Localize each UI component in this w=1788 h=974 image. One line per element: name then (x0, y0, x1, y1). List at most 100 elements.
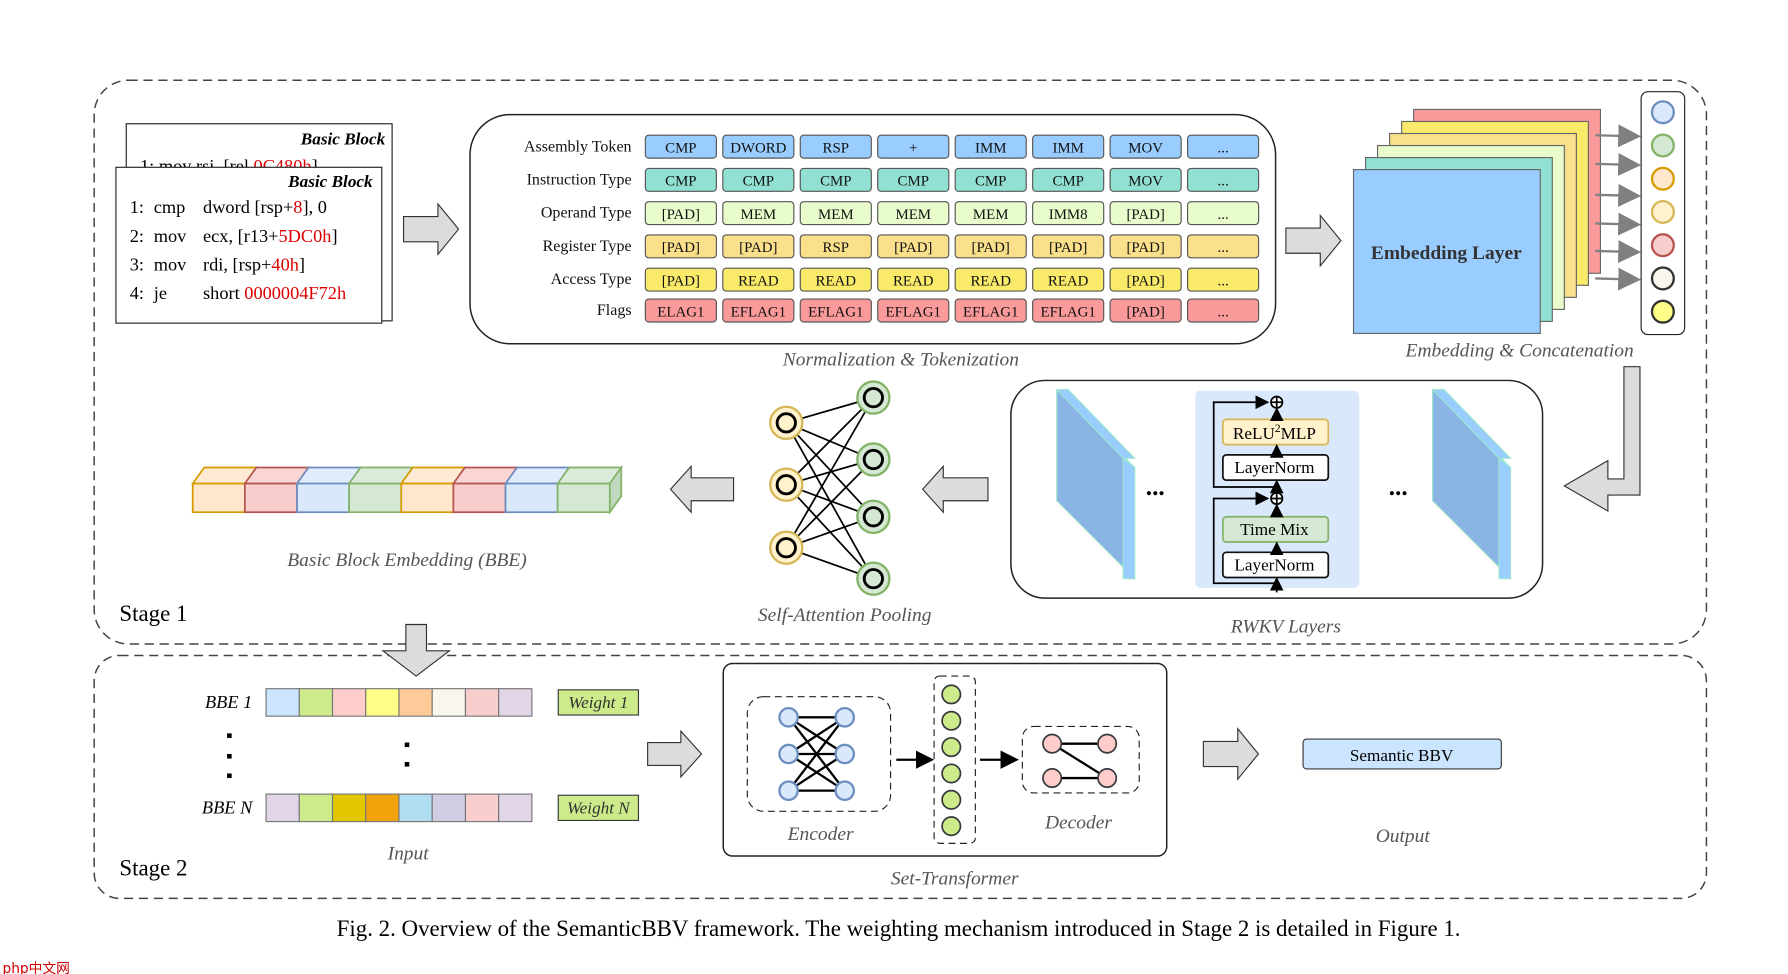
latent-node-icon (941, 684, 962, 705)
stage2-label: Stage 2 (119, 855, 187, 880)
latent-node-icon (941, 710, 962, 731)
encoder-node-icon (834, 707, 856, 728)
bbe-element (498, 793, 533, 823)
token-text: [PAD] (662, 240, 700, 256)
encoder-frame (746, 696, 892, 812)
token-text: + (909, 140, 917, 156)
bbe-cube (452, 482, 507, 514)
connection (785, 422, 875, 518)
bbe-cube (191, 482, 246, 514)
opcode: mov (154, 254, 187, 274)
bbe-element (398, 688, 433, 717)
vector-element-icon (1650, 266, 1675, 291)
decoder-caption: Decoder (1044, 812, 1112, 833)
token-cell (722, 134, 795, 159)
operand-part: ], 0 (302, 197, 326, 217)
token-cell (722, 201, 795, 226)
token-text: RSP (823, 240, 849, 256)
encoder-node-icon (778, 707, 799, 728)
token-text: CMP (665, 140, 696, 156)
token-text: CMP (820, 174, 851, 190)
bbe-cube (504, 482, 559, 514)
bbe-element (464, 688, 500, 717)
token-text: EFLAG1 (886, 304, 941, 320)
vector-element-icon (1650, 299, 1675, 324)
token-text: [PAD] (972, 240, 1010, 256)
operand-part: ] (331, 226, 337, 246)
operands: ecx, [r13+5DC0h] (203, 226, 338, 246)
operands: short 0000004F72h (203, 283, 346, 303)
operand-part: 40h (271, 254, 299, 274)
decoder-node-icon (1042, 733, 1063, 754)
tokenization-caption: Normalization & Tokenization (782, 350, 1019, 371)
token-cell (1032, 234, 1105, 259)
embedding-caption: Embedding & Concatenation (1405, 340, 1634, 361)
decoder-node-icon (1042, 768, 1063, 789)
bbe-cube-side (608, 464, 623, 515)
mlp-text: ReLU (1233, 424, 1276, 443)
set-transformer-caption: Set-Transformer (891, 869, 1019, 890)
token-text: ... (1218, 240, 1229, 256)
token-cell (877, 134, 950, 159)
token-cell (954, 167, 1027, 192)
input-node-icon (769, 467, 804, 502)
flow-arrow-icon (669, 464, 735, 514)
operand-part: 0000004F72h (244, 283, 346, 303)
svg-text:Basic Block: Basic Block (287, 172, 373, 191)
token-cell (799, 167, 872, 192)
token-text: READ (893, 273, 934, 289)
token-text: CMP (1052, 174, 1083, 190)
residual-arrow-icon (1212, 395, 1277, 488)
row-label: Instruction Type (527, 171, 632, 188)
token-cell (954, 134, 1027, 159)
token-cell (1032, 134, 1105, 159)
token-cell (1032, 267, 1105, 292)
token-cell (644, 298, 717, 323)
token-cell (799, 234, 872, 259)
rwkv-layer-slab-top (1055, 389, 1136, 459)
mlp-text: MLP (1281, 424, 1316, 443)
token-text: [PAD] (662, 273, 700, 289)
token-text: [PAD] (1126, 273, 1164, 289)
token-text: IMM (975, 140, 1006, 156)
bbe-cube (243, 482, 298, 514)
token-cell (1109, 167, 1182, 192)
embedding-layer-label: Embedding Layer (1371, 243, 1522, 264)
token-cell (1109, 201, 1182, 226)
bbe-element (331, 688, 367, 717)
bbe-vector (191, 464, 623, 515)
flow-arrow-icon (402, 202, 460, 256)
token-cell (799, 267, 872, 292)
svg-text:Basic Block: Basic Block (300, 129, 386, 148)
row-label: Access Type (551, 271, 632, 288)
rwkv-layer-slab-side (1122, 457, 1136, 580)
flow-arrow-icon (1202, 727, 1260, 781)
weight-label: Weight N (567, 799, 631, 818)
token-cell (1109, 134, 1182, 159)
token-text: MOV (1128, 140, 1163, 156)
bbe-element (398, 793, 433, 823)
flow-arrow-icon (1285, 213, 1342, 268)
bbe-element (331, 793, 367, 823)
token-cell (1109, 234, 1182, 259)
token-cell (1187, 134, 1260, 159)
token-cell (644, 234, 717, 259)
node-ring (775, 537, 797, 559)
token-cell (644, 201, 717, 226)
latent-node-icon (941, 816, 962, 837)
token-text: RSP (823, 140, 849, 156)
token-cell (1187, 201, 1260, 226)
add-icon-cross (1270, 396, 1283, 408)
ellipsis: ... (1146, 474, 1165, 501)
row-label: Register Type (543, 238, 632, 255)
token-cell (1187, 298, 1260, 323)
node-ring (775, 412, 797, 434)
bbe-element (265, 688, 300, 717)
token-text: EFLAG1 (808, 304, 863, 320)
bbe-row-label: BBE N (202, 798, 254, 818)
token-text: EFLAG1 (1040, 304, 1095, 320)
token-cell (877, 201, 950, 226)
input-bbe-list: BBE 1 Weight 1 BBE N Weight N (202, 688, 640, 823)
bbe-element (365, 688, 400, 717)
rwkv-layer-slab-side (1498, 457, 1512, 580)
